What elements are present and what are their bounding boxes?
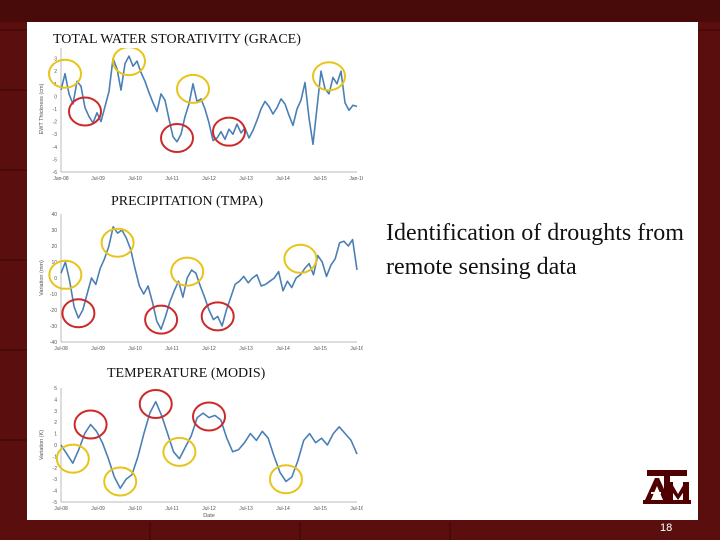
y-tick-label: 2 bbox=[54, 69, 57, 75]
x-tick-label: Jul-15 bbox=[313, 176, 327, 182]
wet-marker-ellipse bbox=[162, 436, 197, 467]
grace-chart-svg: 43210-1-2-3-4-5-6Jan-08Jul-09Jul-10Jul-1… bbox=[39, 44, 363, 182]
series-line bbox=[60, 55, 358, 146]
x-tick-label: Jul-09 bbox=[91, 176, 105, 182]
y-tick-label: 40 bbox=[51, 212, 57, 218]
page-number: 18 bbox=[660, 522, 673, 534]
x-tick-label: Jul-14 bbox=[276, 346, 290, 352]
modis-chart-title: TEMPERATURE (MODIS) bbox=[105, 366, 268, 382]
y-tick-label: -10 bbox=[50, 292, 57, 298]
y-tick-label: 0 bbox=[54, 276, 57, 282]
y-tick-label: 4 bbox=[54, 397, 57, 403]
slide-heading: Identification of droughts from remote s… bbox=[386, 220, 684, 280]
x-tick-label: Jul-13 bbox=[239, 346, 253, 352]
wet-marker-ellipse bbox=[176, 73, 210, 104]
texas-am-logo bbox=[643, 470, 691, 504]
y-axis-label: Variation (K) bbox=[39, 430, 45, 460]
wet-marker-ellipse bbox=[48, 259, 83, 290]
x-axis-label: Date bbox=[203, 513, 215, 518]
y-tick-label: 30 bbox=[51, 228, 57, 234]
y-tick-label: -30 bbox=[50, 324, 57, 330]
wet-marker-ellipse bbox=[48, 58, 82, 89]
drought-marker-ellipse bbox=[212, 116, 246, 147]
x-tick-label: Jul-10 bbox=[128, 346, 142, 352]
x-tick-label: Jul-11 bbox=[165, 506, 178, 512]
wet-marker-ellipse bbox=[112, 46, 146, 77]
x-tick-label: Jul-15 bbox=[313, 346, 327, 352]
x-tick-label: Jul-16 bbox=[350, 346, 363, 352]
wet-marker-ellipse bbox=[283, 243, 318, 274]
y-tick-label: -5 bbox=[53, 157, 58, 163]
x-tick-label: Jan-08 bbox=[53, 176, 69, 182]
y-tick-label: -1 bbox=[53, 107, 58, 113]
y-tick-label: 10 bbox=[51, 260, 57, 266]
y-tick-label: -4 bbox=[53, 145, 58, 151]
drought-marker-ellipse bbox=[200, 301, 235, 332]
wet-marker-ellipse bbox=[103, 466, 138, 497]
drought-marker-ellipse bbox=[192, 401, 226, 432]
series-line bbox=[60, 225, 358, 330]
y-tick-label: -20 bbox=[50, 308, 57, 314]
x-tick-label: Jul-14 bbox=[276, 176, 290, 182]
x-tick-label: Jul-15 bbox=[313, 506, 327, 512]
y-tick-label: 0 bbox=[54, 443, 57, 449]
x-tick-label: Jul-11 bbox=[165, 176, 178, 182]
y-tick-label: -5 bbox=[53, 500, 58, 506]
drought-marker-ellipse bbox=[160, 122, 194, 153]
wet-marker-ellipse bbox=[100, 227, 135, 258]
x-tick-label: Jan-16 bbox=[349, 176, 363, 182]
y-tick-label: 3 bbox=[54, 57, 57, 63]
x-tick-label: Jul-16 bbox=[350, 506, 363, 512]
x-tick-label: Jul-10 bbox=[128, 506, 142, 512]
y-tick-label: 2 bbox=[54, 420, 57, 426]
drought-marker-ellipse bbox=[138, 388, 173, 419]
y-tick-label: 1 bbox=[54, 432, 57, 438]
grace-chart: 43210-1-2-3-4-5-6Jan-08Jul-09Jul-10Jul-1… bbox=[29, 24, 363, 188]
x-tick-label: Jul-13 bbox=[239, 506, 253, 512]
tmpa-chart: 40 30 20 10 0 -10 -20 -30 -40 Jul-08 Jul-09 Jul-10 J… bbox=[29, 192, 363, 358]
y-tick-label: -3 bbox=[53, 132, 58, 138]
y-tick-label: 0 bbox=[54, 94, 57, 100]
tmpa-chart-title: PRECIPITATION (TMPA) bbox=[109, 194, 265, 210]
drought-marker-ellipse bbox=[73, 409, 108, 440]
grace-chart-title: TOTAL WATER STORATIVITY (GRACE) bbox=[51, 32, 303, 48]
x-tick-label: Jul-08 bbox=[54, 506, 68, 512]
y-tick-label: -3 bbox=[53, 477, 58, 483]
y-tick-label: 20 bbox=[51, 244, 57, 250]
y-tick-label: 5 bbox=[54, 386, 57, 392]
drought-marker-ellipse bbox=[144, 304, 179, 335]
y-tick-label: -40 bbox=[50, 340, 57, 346]
y-axis-label: Variation (mm) bbox=[39, 260, 45, 296]
modis-chart: 5 4 3 2 1 0 -1 -2 -3 -4 -5 Jul-08 Jul-09 Jul-10 Jul-11… bbox=[29, 366, 363, 518]
x-tick-label: Jul-10 bbox=[128, 176, 142, 182]
drought-marker-ellipse bbox=[68, 96, 102, 127]
x-tick-label: Jul-12 bbox=[202, 506, 216, 512]
drought-marker-ellipse bbox=[61, 298, 96, 329]
x-tick-label: Jul-09 bbox=[91, 346, 105, 352]
y-tick-label: -1 bbox=[53, 454, 58, 460]
x-tick-label: Jul-08 bbox=[54, 346, 68, 352]
x-tick-label: Jul-09 bbox=[91, 506, 105, 512]
series-line bbox=[60, 400, 358, 490]
y-axis-label: EWT Thickness (cm) bbox=[39, 83, 45, 134]
x-tick-label: Jul-12 bbox=[202, 346, 216, 352]
wet-marker-ellipse bbox=[268, 464, 303, 495]
wet-marker-ellipse bbox=[170, 256, 205, 287]
y-tick-label: -4 bbox=[53, 489, 58, 495]
y-tick-label: 3 bbox=[54, 409, 57, 415]
x-tick-label: Jul-11 bbox=[165, 346, 178, 352]
x-tick-label: Jul-13 bbox=[239, 176, 253, 182]
y-tick-label: -6 bbox=[53, 170, 58, 176]
slide-content: 43210-1-2-3-4-5-6Jan-08Jul-09Jul-10Jul-1… bbox=[27, 22, 698, 520]
wet-marker-ellipse bbox=[312, 61, 346, 92]
y-tick-label: -2 bbox=[53, 120, 58, 126]
y-tick-label: -2 bbox=[53, 466, 58, 472]
x-tick-label: Jul-14 bbox=[276, 506, 290, 512]
x-tick-label: Jul-12 bbox=[202, 176, 216, 182]
wet-marker-ellipse bbox=[55, 443, 90, 474]
